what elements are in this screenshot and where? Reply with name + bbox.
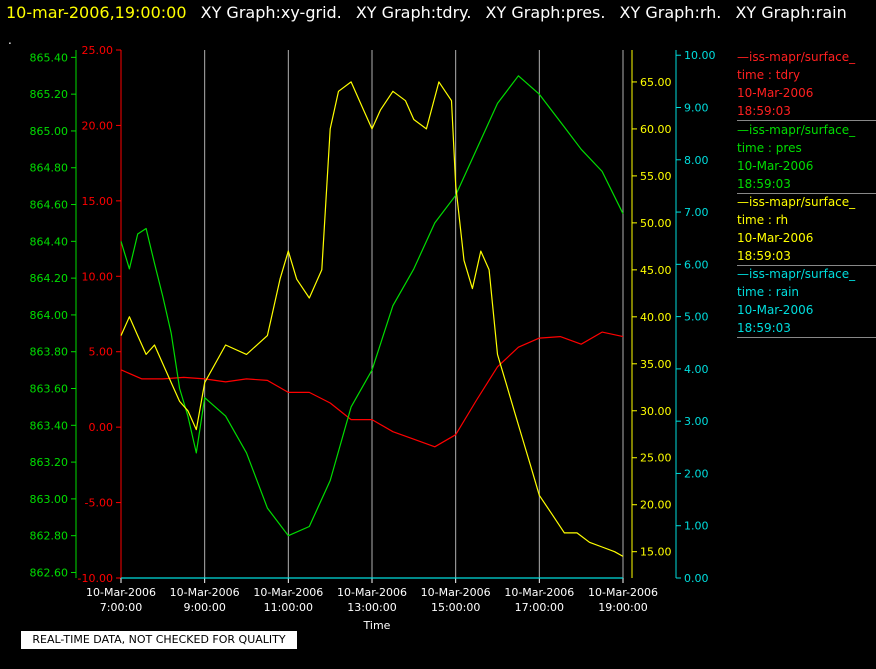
legend-tdry[interactable]: —iss-mapr/surface_ time : tdry 10-Mar-20… <box>737 48 876 121</box>
legend-rain[interactable]: —iss-mapr/surface_ time : rain 10-Mar-20… <box>737 265 876 338</box>
tdry-tick-label: -5.00 <box>85 497 113 510</box>
x-tick-label-date: 10-Mar-2006 <box>337 586 407 599</box>
legend-date: 10-Mar-2006 <box>737 86 814 100</box>
rain-tick-label: 8.00 <box>684 154 709 167</box>
legend-date: 10-Mar-2006 <box>737 159 814 173</box>
legend-time: 18:59:03 <box>737 175 876 194</box>
quality-note: REAL-TIME DATA, NOT CHECKED FOR QUALITY <box>21 631 297 649</box>
legend-var: time : pres <box>737 141 802 155</box>
rain-tick-label: 7.00 <box>684 206 709 219</box>
x-tick-label-date: 10-Mar-2006 <box>253 586 323 599</box>
graph-label-tdry[interactable]: XY Graph:tdry. <box>355 3 472 22</box>
pres-tick-label: 864.40 <box>30 235 69 248</box>
x-tick-label-time: 13:00:00 <box>347 601 396 614</box>
graph-label-rain[interactable]: XY Graph:rain <box>735 3 847 22</box>
x-tick-label-time: 15:00:00 <box>431 601 480 614</box>
rain-tick-label: 3.00 <box>684 415 709 428</box>
graph-label-xy-grid[interactable]: XY Graph:xy-grid. <box>200 3 342 22</box>
x-tick-label-date: 10-Mar-2006 <box>170 586 240 599</box>
x-tick-label-date: 10-Mar-2006 <box>504 586 574 599</box>
x-tick-label-date: 10-Mar-2006 <box>588 586 658 599</box>
rh-tick-label: 20.00 <box>640 499 672 512</box>
rh-tick-label: 45.00 <box>640 264 672 277</box>
pres-tick-label: 863.80 <box>30 346 69 359</box>
legend-date: 10-Mar-2006 <box>737 231 814 245</box>
title-bar: 10-mar-2006,19:00:00 XY Graph:xy-grid. X… <box>6 2 876 26</box>
pres-tick-label: 863.20 <box>30 456 69 469</box>
legend-time: 18:59:03 <box>737 102 876 121</box>
pres-tick-label: 863.60 <box>30 383 69 396</box>
graph-label-rh[interactable]: XY Graph:rh. <box>619 3 722 22</box>
status-dot: . <box>8 33 12 47</box>
timestamp: 10-mar-2006,19:00:00 <box>6 3 187 22</box>
tdry-tick-label: 10.00 <box>82 270 114 283</box>
legend-date: 10-Mar-2006 <box>737 303 814 317</box>
legend-source: —iss-mapr/surface_ <box>737 195 856 209</box>
pres-tick-label: 865.40 <box>30 51 69 64</box>
rh-tick-label: 65.00 <box>640 76 672 89</box>
rain-tick-label: 0.00 <box>684 572 709 585</box>
pres-tick-label: 864.80 <box>30 162 69 175</box>
x-axis-label: Time <box>363 619 391 632</box>
rh-tick-label: 30.00 <box>640 405 672 418</box>
legend-var: time : tdry <box>737 68 801 82</box>
tdry-tick-label: 20.00 <box>82 119 114 132</box>
legend-source: —iss-mapr/surface_ <box>737 123 856 137</box>
graph-label-pres[interactable]: XY Graph:pres. <box>485 3 606 22</box>
legend-pres[interactable]: —iss-mapr/surface_ time : pres 10-Mar-20… <box>737 121 876 194</box>
tdry-tick-label: 15.00 <box>82 195 114 208</box>
rain-tick-label: 2.00 <box>684 467 709 480</box>
pres-tick-label: 863.00 <box>30 493 69 506</box>
rh-tick-label: 50.00 <box>640 217 672 230</box>
legend-source: —iss-mapr/surface_ <box>737 267 856 281</box>
legend-var: time : rh <box>737 213 789 227</box>
rh-tick-label: 40.00 <box>640 311 672 324</box>
rain-tick-label: 4.00 <box>684 363 709 376</box>
rain-tick-label: 10.00 <box>684 49 716 62</box>
pres-tick-label: 865.20 <box>30 88 69 101</box>
rh-series-line[interactable] <box>120 81 624 557</box>
tdry-tick-label: 0.00 <box>89 421 114 434</box>
legend-rh[interactable]: —iss-mapr/surface_ time : rh 10-Mar-2006… <box>737 193 876 266</box>
x-tick-label-time: 7:00:00 <box>100 601 142 614</box>
x-tick-label-time: 11:00:00 <box>264 601 313 614</box>
tdry-tick-label: 25.00 <box>82 44 114 57</box>
pres-tick-label: 864.00 <box>30 309 69 322</box>
rh-tick-label: 35.00 <box>640 358 672 371</box>
rh-tick-label: 60.00 <box>640 123 672 136</box>
x-tick-label-time: 17:00:00 <box>515 601 564 614</box>
rain-tick-label: 6.00 <box>684 258 709 271</box>
pres-tick-label: 862.60 <box>30 566 69 579</box>
pres-tick-label: 864.60 <box>30 199 69 212</box>
pres-tick-label: 865.00 <box>30 125 69 138</box>
rh-tick-label: 15.00 <box>640 546 672 559</box>
x-tick-label-date: 10-Mar-2006 <box>86 586 156 599</box>
tdry-series-line[interactable] <box>120 331 624 448</box>
rain-tick-label: 1.00 <box>684 520 709 533</box>
pres-tick-label: 863.40 <box>30 419 69 432</box>
rh-tick-label: 55.00 <box>640 170 672 183</box>
rh-tick-label: 25.00 <box>640 452 672 465</box>
tdry-tick-label: 5.00 <box>89 346 114 359</box>
x-tick-label-time: 9:00:00 <box>183 601 225 614</box>
x-tick-label-time: 19:00:00 <box>598 601 647 614</box>
rain-tick-label: 5.00 <box>684 311 709 324</box>
legend-time: 18:59:03 <box>737 319 876 338</box>
pres-series-line[interactable] <box>120 75 624 537</box>
x-tick-label-date: 10-Mar-2006 <box>421 586 491 599</box>
legend-var: time : rain <box>737 285 800 299</box>
rain-tick-label: 9.00 <box>684 102 709 115</box>
pres-tick-label: 864.20 <box>30 272 69 285</box>
tdry-tick-label: -10.00 <box>78 572 113 585</box>
pres-tick-label: 862.80 <box>30 530 69 543</box>
legend-time: 18:59:03 <box>737 247 876 266</box>
legend-source: —iss-mapr/surface_ <box>737 50 856 64</box>
